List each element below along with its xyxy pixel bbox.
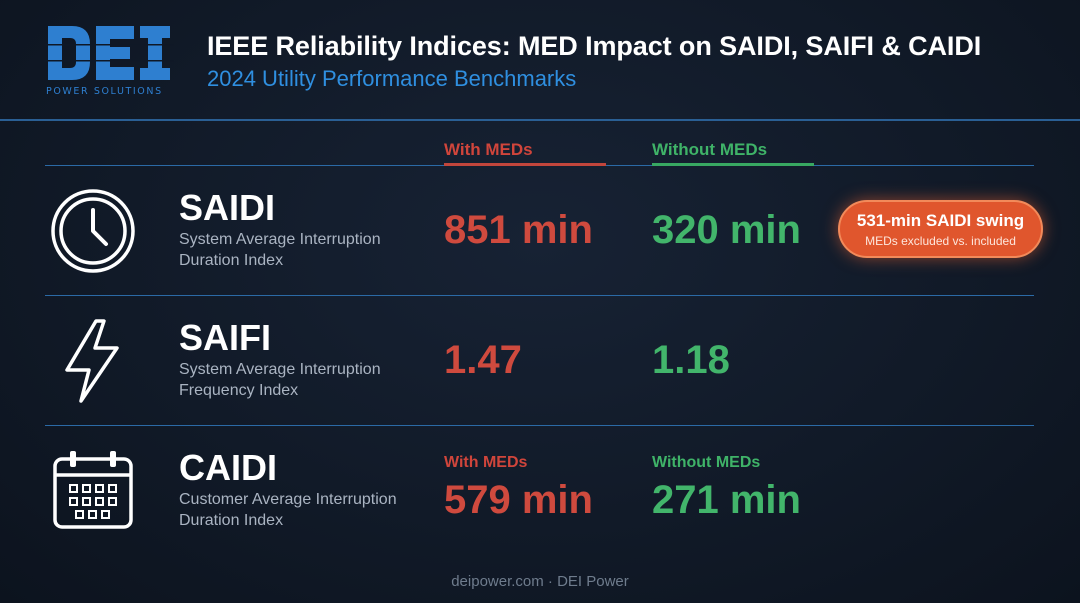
callout-title: 531-min SAIDI swing — [856, 211, 1025, 230]
lightning-icon — [65, 319, 119, 403]
footer-text: deipower.com · DEI Power — [451, 573, 629, 590]
callout-subtitle: MEDs excluded vs. included — [865, 234, 1016, 248]
clock-icon — [51, 189, 135, 273]
metric-name-saifi: SAIFI — [179, 317, 272, 358]
page-subtitle: 2024 Utility Performance Benchmarks — [207, 66, 577, 91]
dei-logo-mark — [44, 26, 174, 80]
saifi-without-meds-value: 1.18 — [652, 338, 730, 382]
saidi-swing-callout: 531-min SAIDI swing MEDs excluded vs. in… — [838, 200, 1043, 258]
page-title: IEEE Reliability Indices: MED Impact on … — [207, 31, 982, 61]
calendar-icon — [53, 451, 133, 529]
caidi-with-meds-value: 579 min — [444, 478, 593, 522]
caidi-with-meds-label: With MEDs — [444, 454, 528, 471]
caidi-without-meds-value: 271 min — [652, 478, 801, 522]
without-meds-underline — [652, 163, 814, 166]
row-divider-2 — [45, 425, 1034, 426]
metric-desc-saifi: System Average Interruption Frequency In… — [179, 361, 381, 399]
saidi-without-meds-value: 320 min — [652, 208, 801, 252]
row-divider-1 — [45, 295, 1034, 296]
caidi-without-meds-label: Without MEDs — [652, 454, 761, 471]
with-meds-underline — [444, 163, 606, 166]
metric-desc-caidi: Customer Average Interruption Duration I… — [179, 491, 397, 529]
metric-desc-saidi: System Average Interruption Duration Ind… — [179, 231, 381, 269]
header-divider — [0, 119, 1080, 121]
saidi-with-meds-value: 851 min — [444, 208, 593, 252]
column-header-with-meds: With MEDs — [444, 140, 533, 159]
column-header-without-meds: Without MEDs — [652, 140, 768, 159]
metric-name-caidi: CAIDI — [179, 447, 277, 488]
metric-name-saidi: SAIDI — [179, 187, 276, 228]
logo-subtext: POWER SOLUTIONS — [46, 86, 163, 97]
dei-logo: POWER SOLUTIONS — [44, 22, 174, 102]
saifi-with-meds-value: 1.47 — [444, 338, 522, 382]
